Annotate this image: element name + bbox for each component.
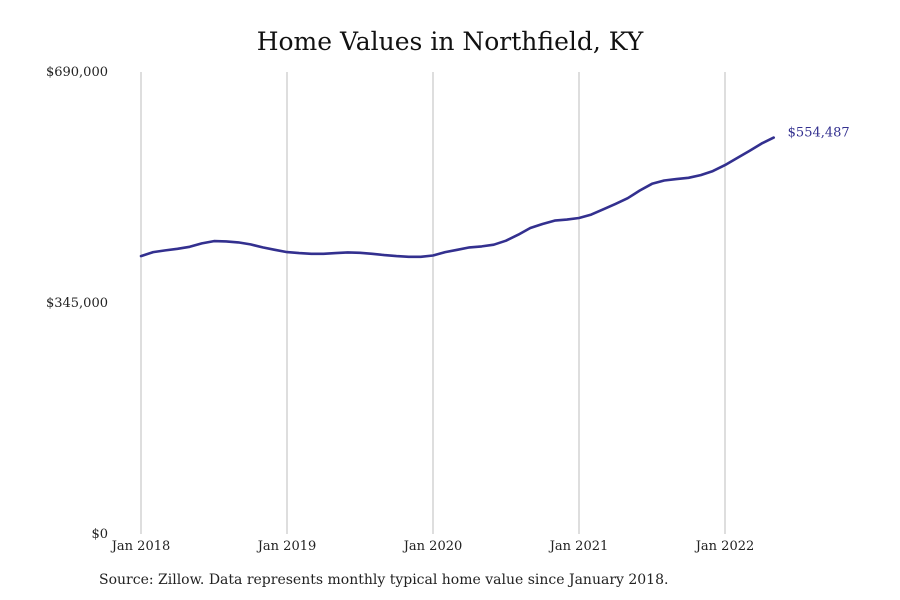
x-tick-label: Jan 2020 (402, 539, 463, 554)
end-value-label: $554,487 (788, 126, 850, 141)
source-note: Source: Zillow. Data represents monthly … (99, 572, 669, 588)
chart-title: Home Values in Northfield, KY (256, 27, 644, 56)
x-tick-label: Jan 2019 (256, 539, 317, 554)
y-tick-label: $690,000 (46, 65, 108, 80)
y-tick-label: $345,000 (46, 296, 108, 311)
x-tick-label: Jan 2021 (548, 539, 609, 554)
x-tick-label: Jan 2018 (110, 539, 171, 554)
series-line (139, 136, 776, 259)
x-tick-label: Jan 2022 (694, 539, 755, 554)
y-tick-label: $0 (91, 527, 108, 542)
